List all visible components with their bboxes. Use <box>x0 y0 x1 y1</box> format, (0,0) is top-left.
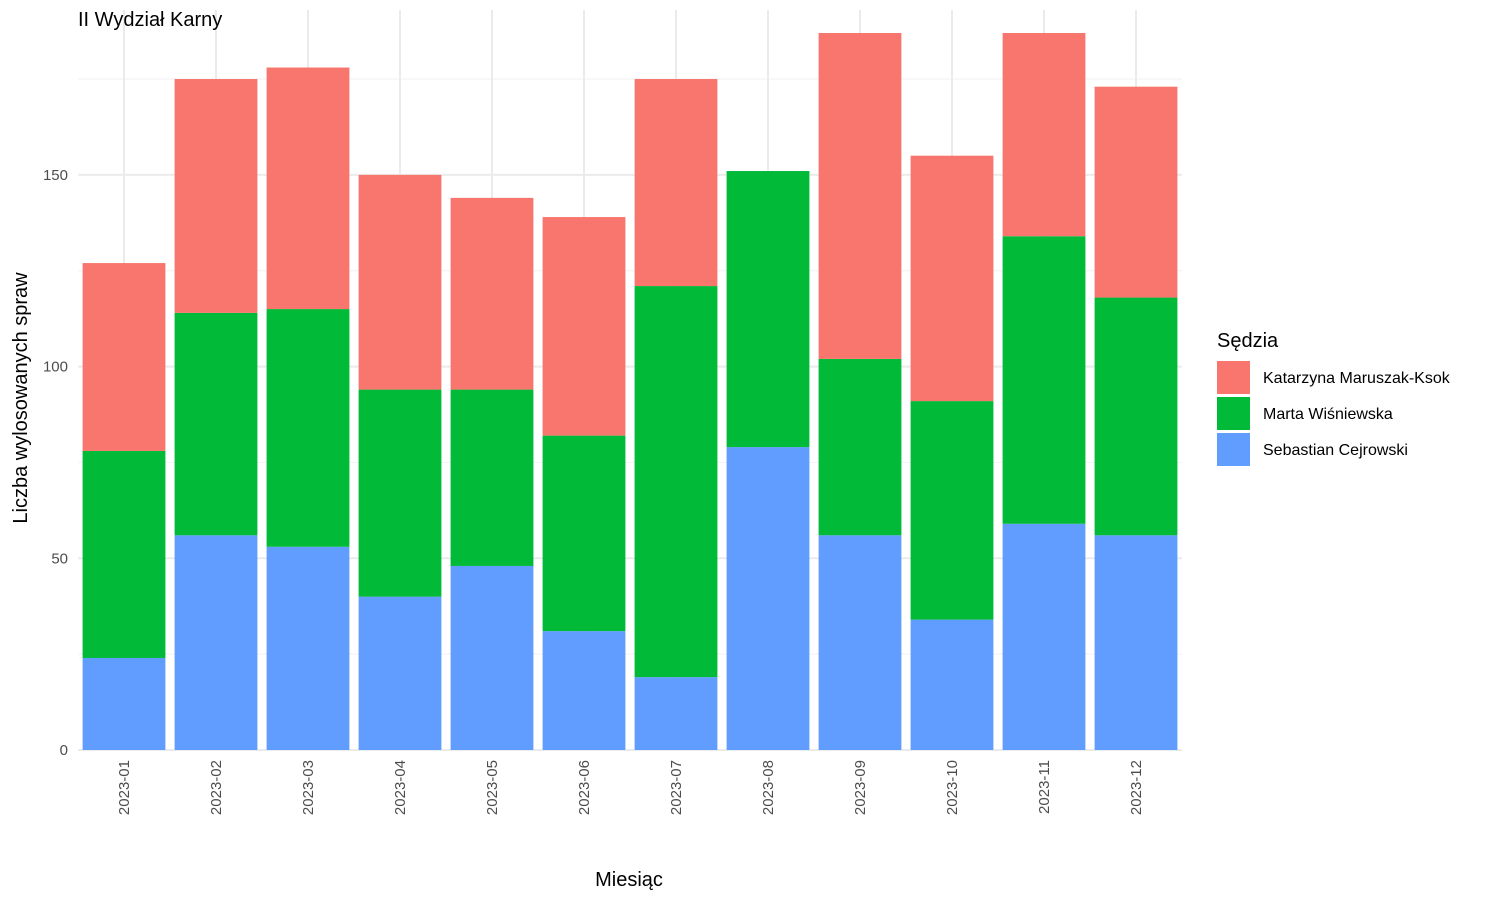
bar-segment <box>1002 236 1086 524</box>
x-tick-label: 2023-04 <box>392 760 409 815</box>
bar-segment <box>82 657 166 750</box>
bar-segment <box>1094 297 1178 536</box>
legend-key <box>1217 433 1250 466</box>
y-tick-label: 150 <box>43 167 68 184</box>
bar-segment <box>450 565 534 750</box>
legend-label: Marta Wiśniewska <box>1263 406 1393 423</box>
bar-segment <box>542 435 626 632</box>
y-tick-label: 100 <box>43 359 68 376</box>
x-tick-label: 2023-07 <box>668 760 685 815</box>
bar-segment <box>266 309 350 547</box>
bar-segment <box>818 33 902 359</box>
bar-segment <box>358 389 442 597</box>
chart-title: II Wydział Karny <box>78 9 222 31</box>
x-tick-label: 2023-12 <box>1128 760 1145 815</box>
bar-segment <box>82 263 166 451</box>
bar-segment <box>910 155 994 402</box>
y-tick-label: 0 <box>60 742 68 759</box>
x-tick-label: 2023-03 <box>300 760 317 815</box>
bar-segment <box>266 546 350 750</box>
y-axis-title: Liczba wylosowanych spraw <box>10 272 32 524</box>
x-tick-label: 2023-02 <box>208 760 225 815</box>
legend-label: Sebastian Cejrowski <box>1263 442 1408 459</box>
bar-segment <box>818 535 902 750</box>
bar-segment <box>1094 86 1178 298</box>
bar-segment <box>174 312 258 536</box>
bar-segment <box>450 389 534 566</box>
bar-segment <box>1002 33 1086 237</box>
bar-segment <box>358 174 442 390</box>
bar-segment <box>1002 523 1086 750</box>
legend: Sędzia Katarzyna Maruszak-Ksok Marta Wiśn… <box>1217 330 1451 466</box>
bars <box>82 33 1178 750</box>
x-tick-label: 2023-05 <box>484 760 501 815</box>
bar-segment <box>818 358 902 536</box>
x-axis-title: Miesiąc <box>595 869 663 891</box>
bar-segment <box>266 67 350 310</box>
y-axis-ticks: 0 50 100 150 <box>43 167 68 759</box>
bar-segment <box>174 535 258 750</box>
legend-key <box>1217 361 1250 394</box>
bar-segment <box>542 631 626 750</box>
bar-segment <box>634 677 718 750</box>
bar-segment <box>1094 535 1178 750</box>
bar-segment <box>450 197 534 390</box>
x-tick-label: 2023-06 <box>576 760 593 815</box>
bar-segment <box>910 619 994 750</box>
bar-segment <box>358 596 442 750</box>
bar-segment <box>634 286 718 678</box>
bar-segment <box>82 450 166 658</box>
x-tick-label: 2023-10 <box>944 760 961 815</box>
bar-segment <box>726 447 810 750</box>
legend-title: Sędzia <box>1217 330 1279 352</box>
x-tick-label: 2023-08 <box>760 760 777 815</box>
bar-segment <box>542 217 626 436</box>
bar-segment <box>634 79 718 287</box>
bar-segment <box>726 171 810 448</box>
bar-segment <box>910 401 994 620</box>
legend-label: Katarzyna Maruszak-Ksok <box>1263 370 1451 387</box>
x-tick-label: 2023-09 <box>852 760 869 815</box>
x-tick-label: 2023-01 <box>116 760 133 815</box>
legend-key <box>1217 397 1250 430</box>
x-axis-ticks: 2023-01 2023-02 2023-03 2023-04 2023-05 2023-… <box>116 760 1145 815</box>
y-tick-label: 50 <box>51 550 68 567</box>
bar-segment <box>174 79 258 313</box>
x-tick-label: 2023-11 <box>1036 760 1053 814</box>
